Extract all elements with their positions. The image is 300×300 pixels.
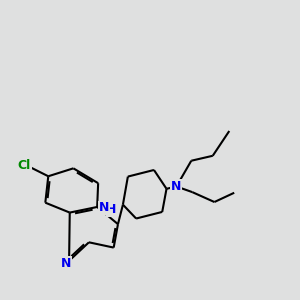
Text: N: N bbox=[61, 257, 71, 270]
Text: H: H bbox=[106, 203, 117, 216]
Text: N: N bbox=[171, 180, 182, 193]
Text: N: N bbox=[99, 201, 109, 214]
Text: Cl: Cl bbox=[18, 159, 31, 172]
